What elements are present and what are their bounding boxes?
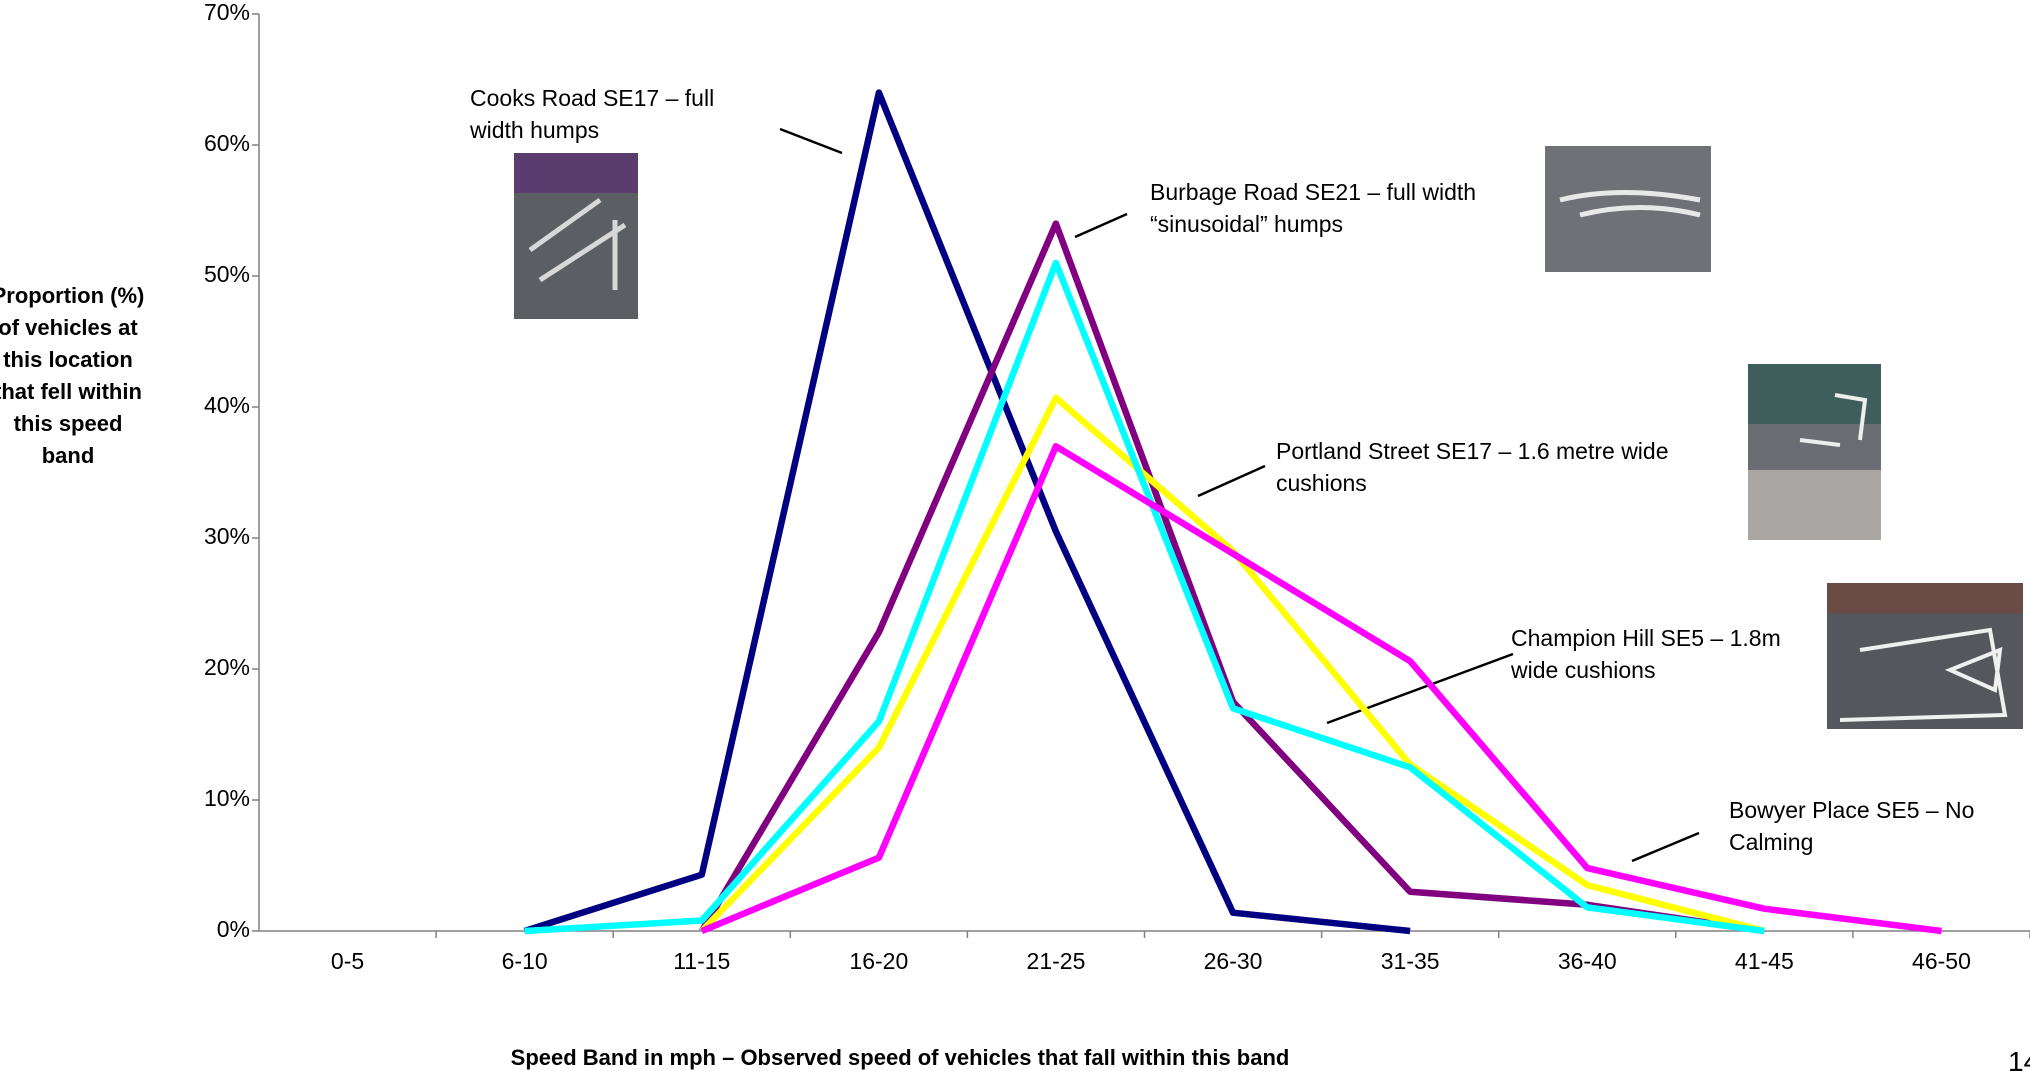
annotation: Champion Hill SE5 – 1.8m wide cushions	[1511, 625, 1781, 683]
x-tick-label: 31-35	[1381, 948, 1440, 974]
y-tick-label: 30%	[204, 523, 250, 549]
pointers	[779, 127, 1700, 863]
x-tick-label: 46-50	[1912, 948, 1971, 974]
annotation: Cooks Road SE17 – full width humps	[470, 85, 715, 143]
photo-detail	[1748, 470, 1881, 540]
x-tick-label: 11-15	[673, 948, 730, 974]
y-tick-label: 70%	[204, 0, 250, 25]
photo-detail	[1839, 627, 2008, 722]
y-tick-label: 40%	[204, 392, 250, 418]
pointer-line	[779, 127, 843, 155]
pointer-line	[1326, 652, 1514, 725]
y-axis-title: Proportion (%) of vehicles at this locat…	[0, 283, 145, 468]
photo-detail	[1827, 583, 2023, 613]
y-tick-label: 0%	[217, 916, 250, 942]
photo-detail	[1559, 190, 1701, 218]
x-tick-label: 26-30	[1204, 948, 1263, 974]
series-line	[700, 443, 1942, 935]
x-axis-title: Speed Band in mph – Observed speed of ve…	[510, 1045, 1290, 1070]
series-line	[523, 89, 1411, 935]
x-tick-label: 6-10	[502, 948, 548, 974]
annotation: Portland Street SE17 – 1.6 metre wide cu…	[1276, 438, 1669, 496]
x-tick-label: 0-5	[331, 948, 364, 974]
y-tick-label: 10%	[204, 785, 250, 811]
y-tick-label: 20%	[204, 654, 250, 680]
annotation: Burbage Road SE21 – full width “sinusoid…	[1150, 179, 1477, 237]
photo-detail	[514, 153, 638, 193]
annotation: Bowyer Place SE5 – No Calming	[1729, 797, 1975, 855]
pointer-line	[1074, 212, 1128, 239]
x-tick-label: 36-40	[1558, 948, 1617, 974]
page-number: 14	[2008, 1046, 2030, 1071]
y-tick-label: 60%	[204, 130, 250, 156]
series-line	[524, 259, 1765, 935]
x-tick-label: 16-20	[849, 948, 908, 974]
photos	[514, 146, 2023, 729]
x-tick-label: 21-25	[1027, 948, 1086, 974]
series-line	[699, 220, 1765, 935]
photo-detail	[1748, 364, 1881, 424]
photo-detail	[1799, 393, 1868, 447]
pointer-line	[1197, 464, 1266, 498]
y-tick-label: 50%	[204, 261, 250, 287]
x-tick-label: 41-45	[1735, 948, 1794, 974]
pointer-line	[1631, 831, 1700, 863]
photo-detail	[528, 197, 627, 290]
